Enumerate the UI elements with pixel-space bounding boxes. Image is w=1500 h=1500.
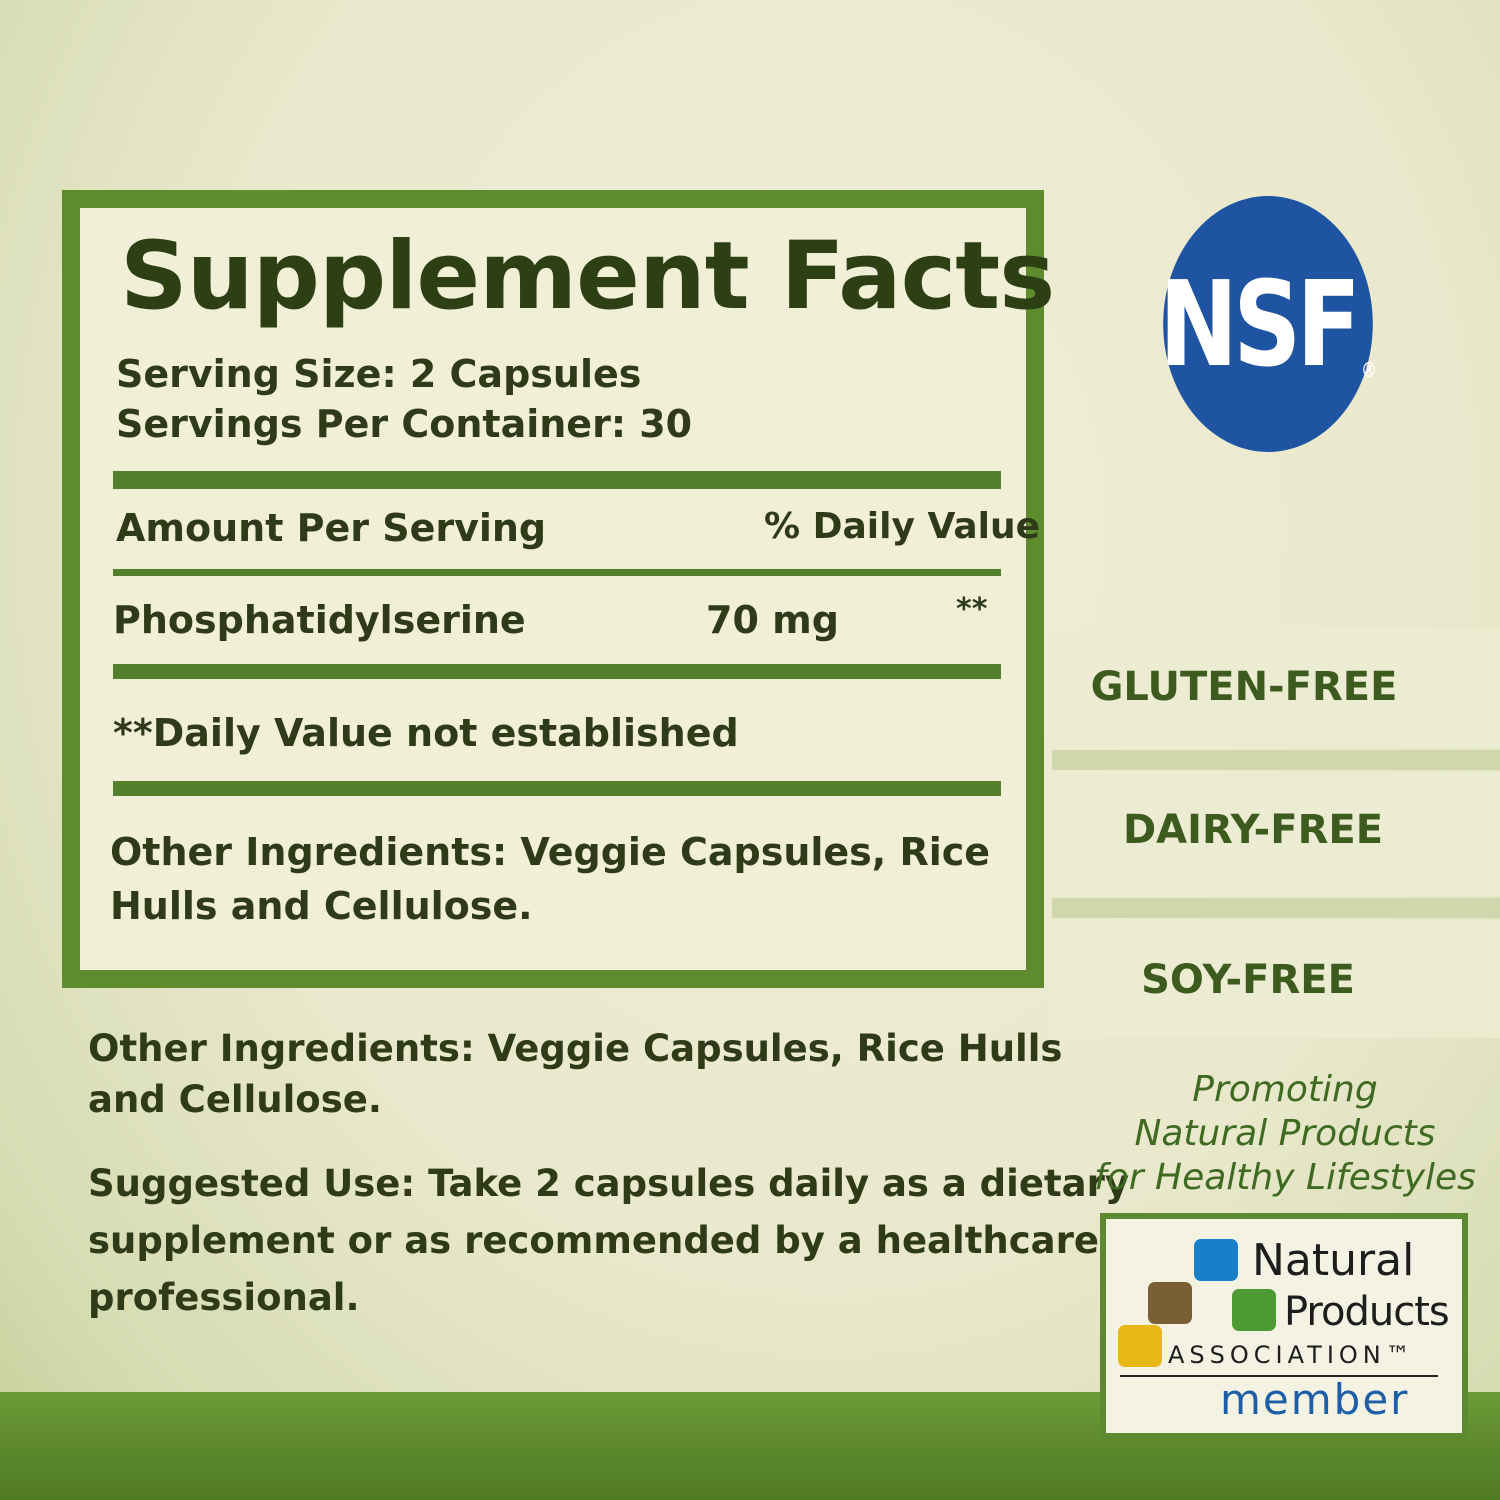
- amount-header: Amount Per Serving: [116, 506, 547, 550]
- badge-band: [1048, 772, 1500, 896]
- badge-stripe: [1052, 898, 1500, 918]
- suggested-use-line3: professional.: [88, 1276, 360, 1319]
- below-other-line2: and Cellulose.: [88, 1078, 382, 1121]
- npa-association: ASSOCIATION™: [1168, 1341, 1415, 1369]
- footnote: **Daily Value not established: [113, 711, 739, 755]
- soy-free-badge: SOY-FREE: [1141, 957, 1355, 1003]
- servings-per-container: Servings Per Container: 30: [116, 402, 693, 446]
- badge-band: [1048, 628, 1500, 748]
- promo-line: Promoting: [1192, 1069, 1378, 1110]
- gluten-free-badge: GLUTEN-FREE: [1090, 664, 1398, 710]
- below-other-line1: Other Ingredients: Veggie Capsules, Rice…: [88, 1027, 1063, 1070]
- brown-square-icon: [1148, 1282, 1192, 1324]
- badge-band: [1048, 920, 1500, 1038]
- suggested-use-line2: supplement or as recommended by a health…: [88, 1219, 1099, 1262]
- npa-natural: Natural: [1252, 1235, 1415, 1286]
- npa-divider: [1120, 1375, 1438, 1377]
- divider-thick: [113, 471, 1001, 489]
- nsf-text: NSF: [1159, 255, 1361, 393]
- divider-thin: [113, 569, 1001, 576]
- green-square-icon: [1232, 1289, 1276, 1331]
- facts-title: Supplement Facts: [120, 222, 1055, 331]
- yellow-square-icon: [1118, 1325, 1162, 1367]
- divider-thick: [113, 664, 1001, 679]
- npa-member-logo: Natural Products ASSOCIATION™ member: [1100, 1213, 1468, 1439]
- other-ingredients-line1: Other Ingredients: Veggie Capsules, Rice: [110, 830, 991, 874]
- ingredient-amount: 70 mg: [706, 598, 839, 642]
- ingredient-dv: **: [956, 592, 988, 627]
- nsf-logo: NSF ®: [1159, 196, 1377, 452]
- dairy-free-badge: DAIRY-FREE: [1122, 807, 1384, 853]
- registered-mark: ®: [1360, 358, 1377, 382]
- divider-thick: [113, 781, 1001, 796]
- other-ingredients-line2: Hulls and Cellulose.: [110, 884, 533, 928]
- ingredient-name: Phosphatidylserine: [113, 598, 526, 642]
- blue-square-icon: [1194, 1239, 1238, 1281]
- npa-products: Products: [1284, 1289, 1450, 1335]
- promo-line: for Healthy Lifestyles: [1094, 1157, 1476, 1198]
- promo-line: Natural Products: [1134, 1113, 1436, 1154]
- suggested-use-line1: Suggested Use: Take 2 capsules daily as …: [88, 1162, 1129, 1205]
- badge-stripe: [1052, 750, 1500, 770]
- serving-size: Serving Size: 2 Capsules: [116, 352, 642, 396]
- promo-text: Promoting Natural Products for Healthy L…: [1090, 1068, 1480, 1200]
- dv-header: % Daily Value: [764, 506, 1041, 547]
- supplement-facts-panel: [62, 190, 1044, 988]
- npa-member: member: [1220, 1375, 1410, 1424]
